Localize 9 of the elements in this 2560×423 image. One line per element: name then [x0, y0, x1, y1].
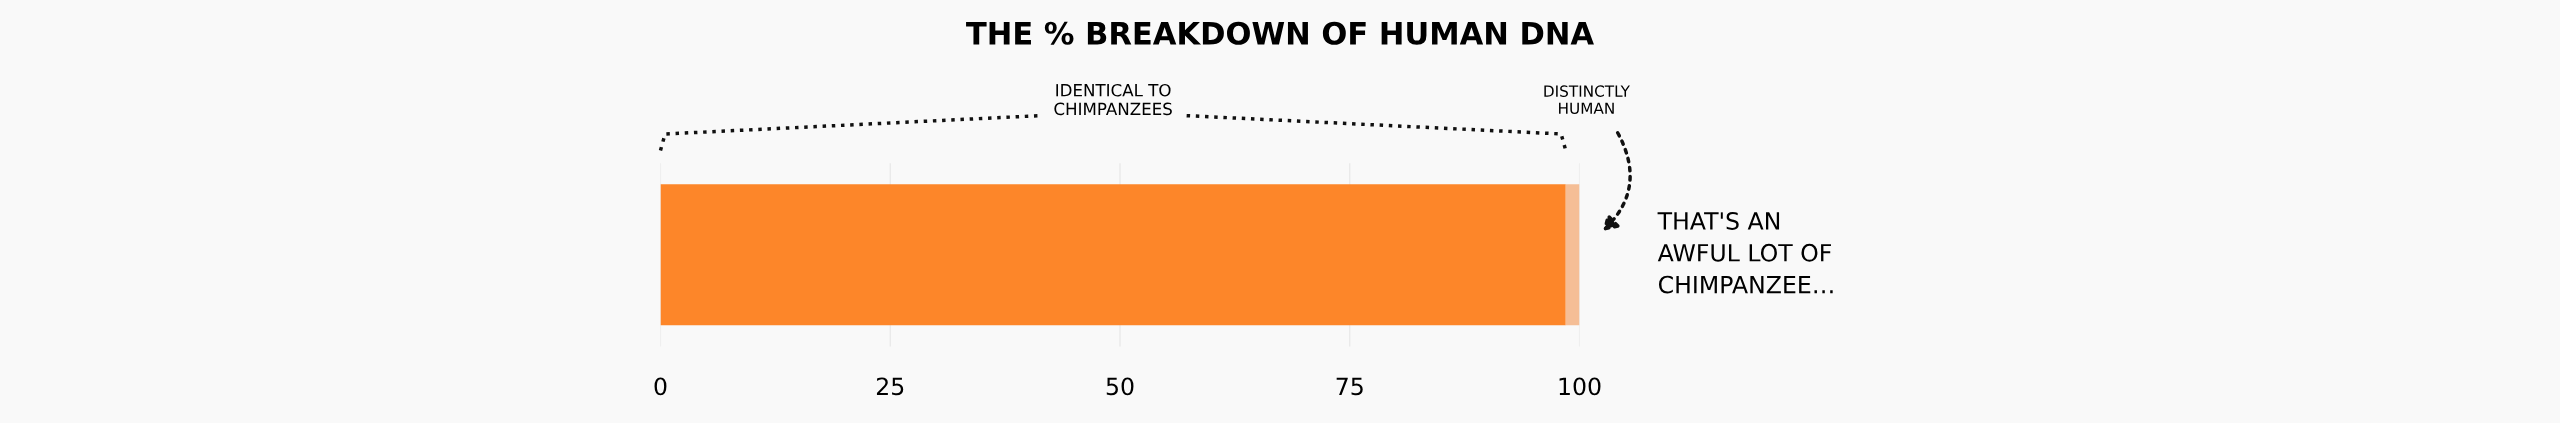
x-tick-label: 100: [1559, 377, 1601, 396]
x-tick-label: 50: [1106, 377, 1134, 396]
x-tick-label: 75: [1336, 377, 1363, 396]
text: IDENTICAL TO CHIMPANZEES: [1054, 83, 1172, 116]
x-tick-label: 25: [876, 377, 904, 396]
chart-title: THE % BREAKDOWN OF HUMAN DNA: [966, 21, 1594, 45]
x-tick-label: 0: [654, 377, 667, 396]
text: THAT'S AN AWFUL LOT OF CHIMPANZEE…: [1657, 212, 1833, 294]
text: DISTINCTLY HUMAN: [1544, 85, 1630, 114]
